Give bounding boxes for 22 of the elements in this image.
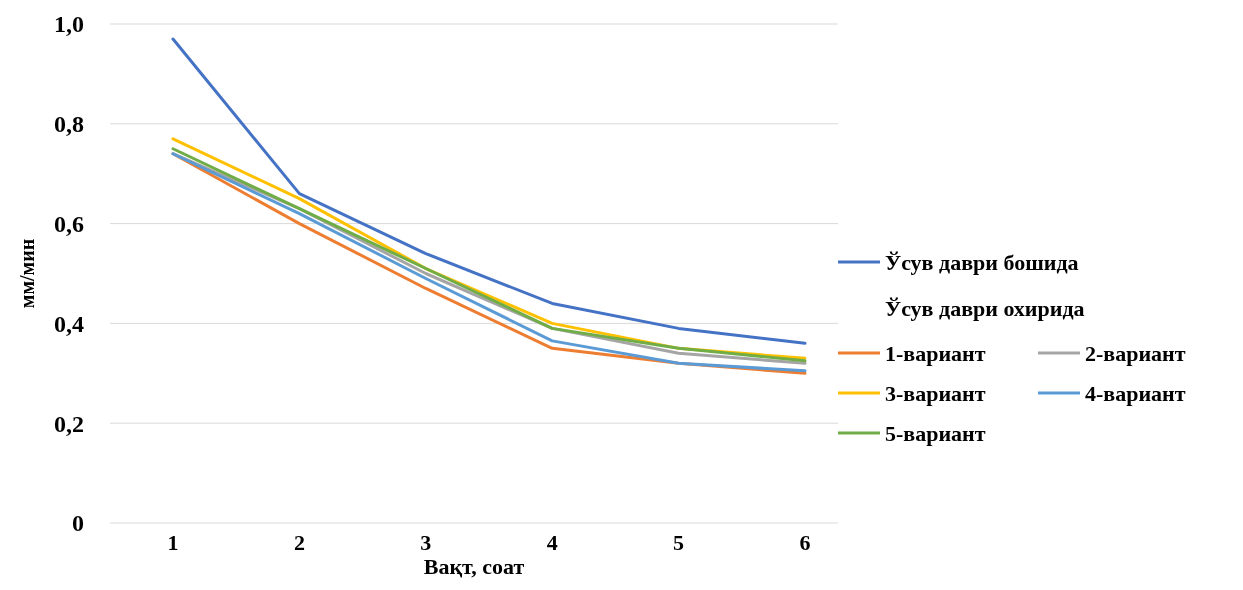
y-tick-label: 0 bbox=[72, 510, 84, 537]
y-tick-label: 0,8 bbox=[54, 111, 84, 138]
y-tick-label: 0,6 bbox=[54, 211, 84, 237]
x-tick-label: 2 bbox=[293, 530, 305, 555]
y-axis-title: мм/мин bbox=[16, 238, 38, 309]
legend-label: 1-вариант bbox=[885, 340, 986, 366]
legend-label: 2-вариант bbox=[1085, 340, 1186, 366]
x-tick-label: 3 bbox=[420, 530, 432, 555]
x-tick-label: 4 bbox=[546, 530, 558, 555]
legend-label: Ўсув даври бошида bbox=[885, 249, 1079, 275]
x-tick-label: 6 bbox=[799, 530, 811, 555]
x-tick-label: 1 bbox=[167, 530, 179, 555]
text: Ўсув даври охирида bbox=[885, 295, 1085, 321]
x-axis-title: Вақт, соат bbox=[423, 554, 525, 579]
legend-label: 3-вариант bbox=[885, 380, 986, 406]
line-series bbox=[171, 37, 807, 345]
y-tick-label: 1,0 bbox=[54, 11, 84, 38]
x-tick-label: 5 bbox=[673, 530, 685, 555]
legend-label: 5-вариант bbox=[885, 420, 986, 446]
y-tick-label: 0,2 bbox=[54, 410, 84, 437]
legend-label: 4-вариант bbox=[1085, 380, 1186, 406]
y-tick-label: 0,4 bbox=[54, 310, 84, 337]
